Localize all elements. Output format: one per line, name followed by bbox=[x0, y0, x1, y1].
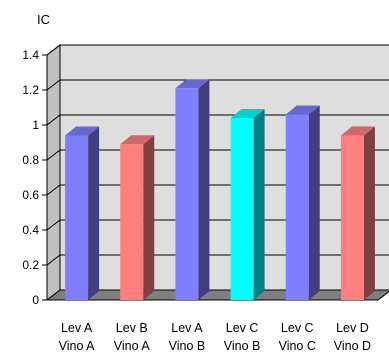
x-tick-label: Lev A bbox=[61, 321, 93, 335]
bar-side bbox=[143, 135, 155, 300]
bar-top bbox=[65, 126, 100, 136]
y-tick-label: 0.4 bbox=[22, 223, 39, 237]
bar-side bbox=[363, 126, 375, 300]
bar-front bbox=[120, 144, 144, 300]
y-tick-label: 0.8 bbox=[22, 153, 39, 167]
bar-side bbox=[198, 79, 210, 300]
bar-front bbox=[175, 88, 199, 300]
bar-top bbox=[285, 105, 320, 115]
bar-front bbox=[230, 118, 254, 300]
x-tick-label: Lev C bbox=[226, 321, 259, 335]
bar-side bbox=[253, 109, 265, 300]
y-tick-label: 0 bbox=[32, 293, 39, 307]
y-axis-label: IC bbox=[37, 12, 50, 27]
gridline bbox=[46, 114, 389, 126]
gridlines bbox=[46, 44, 389, 266]
bar-top bbox=[120, 135, 155, 145]
bars bbox=[65, 79, 375, 300]
x-tick-label: Vino A bbox=[59, 339, 96, 353]
x-tick-label: Vino B bbox=[169, 339, 206, 353]
bar bbox=[65, 126, 100, 300]
x-tick-label: Lev C bbox=[281, 321, 314, 335]
bar-front bbox=[340, 135, 364, 300]
x-tick-label: Vino C bbox=[279, 339, 316, 353]
y-tick-label: 0.2 bbox=[22, 258, 39, 272]
y-tick-label: 0.6 bbox=[22, 188, 39, 202]
y-axis: 0 0.2 0.4 0.6 0.8 1 1.2 1.4 bbox=[22, 48, 378, 307]
back-wall bbox=[59, 44, 389, 291]
bar bbox=[285, 105, 320, 300]
gridline bbox=[46, 254, 389, 266]
gridline bbox=[46, 184, 389, 196]
x-tick-label: Vino A bbox=[114, 339, 151, 353]
bar-front bbox=[285, 114, 309, 300]
y-tick-label: 1 bbox=[32, 118, 39, 132]
bar bbox=[120, 135, 155, 300]
x-tick-label: Vino D bbox=[334, 339, 371, 353]
bar-front bbox=[65, 135, 89, 300]
bar-side bbox=[88, 126, 100, 300]
side-wall bbox=[46, 43, 61, 302]
x-tick-label: Lev A bbox=[171, 321, 203, 335]
bar-top bbox=[230, 109, 265, 118]
gridline bbox=[46, 44, 389, 56]
bar bbox=[175, 79, 210, 300]
bar-side bbox=[308, 105, 320, 300]
x-tick-label: Vino B bbox=[224, 339, 261, 353]
y-tick-label: 1.2 bbox=[22, 83, 39, 97]
gridline bbox=[46, 219, 389, 231]
bar bbox=[230, 109, 265, 300]
y-tick-label: 1.4 bbox=[22, 48, 39, 62]
gridline bbox=[46, 149, 389, 161]
gridline bbox=[46, 79, 389, 91]
x-axis-labels: Lev A Vino A Lev B Vino A Lev A Vino B Lev C Vi… bbox=[59, 321, 371, 353]
x-tick-label: Lev B bbox=[116, 321, 148, 335]
bar-top bbox=[175, 79, 210, 89]
bar bbox=[340, 126, 375, 300]
x-tick-label: Lev D bbox=[336, 321, 369, 335]
bar-top bbox=[340, 126, 375, 136]
